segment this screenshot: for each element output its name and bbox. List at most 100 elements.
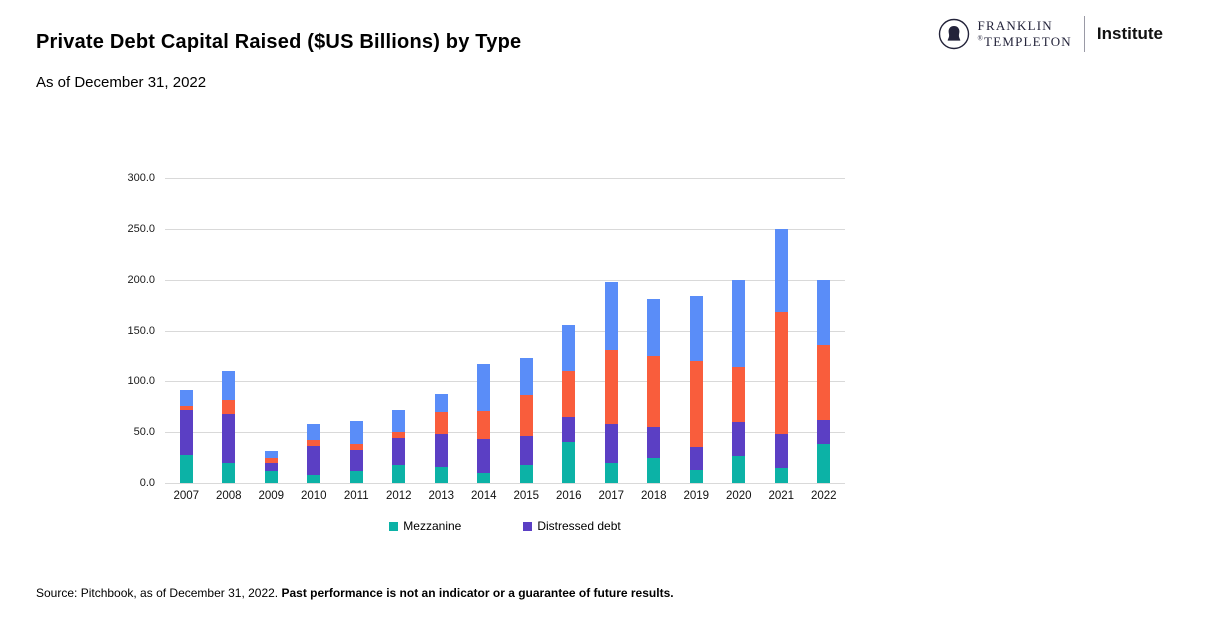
legend-item: Mezzanine [389, 519, 461, 533]
bar-column [293, 178, 336, 483]
legend-item: Distressed debt [523, 519, 621, 533]
bar-segment [264, 457, 278, 463]
bar-segment [222, 371, 236, 400]
bar-segment [604, 281, 618, 350]
stacked-bar-2007 [179, 389, 193, 483]
logo-divider [1083, 16, 1085, 52]
x-axis-label: 2022 [810, 490, 837, 502]
x-axis-label: 2010 [300, 490, 327, 502]
x-axis-label: 2017 [598, 490, 625, 502]
bar-segment [477, 364, 491, 411]
bar-segment [562, 371, 576, 417]
bar-segment [732, 422, 746, 456]
disclaimer-text: Past performance is not an indicator or … [281, 586, 674, 600]
legend-label: Mezzanine [403, 519, 462, 533]
bar-column [718, 178, 761, 483]
bar-segment [307, 424, 321, 441]
bar-segment [307, 446, 321, 475]
stacked-bar-2022 [817, 279, 831, 483]
bar-segment [307, 474, 321, 483]
bar-segment [519, 464, 533, 483]
bar-segment [222, 413, 236, 463]
bar-segment [392, 438, 406, 465]
stacked-bar-2008 [222, 371, 236, 483]
bar-segment [647, 427, 661, 458]
bar-segment [392, 432, 406, 439]
stacked-bar-2021 [774, 228, 788, 483]
bar-segment [434, 411, 448, 435]
legend-swatch [389, 521, 399, 531]
x-axis-label: 2007 [173, 490, 200, 502]
bar-segment [519, 357, 533, 395]
franklin-templeton-wordmark: FRANKLIN ®TEMPLETON [978, 18, 1072, 49]
gridline [165, 279, 845, 281]
y-axis-tick: 150.0 [127, 324, 155, 337]
x-axis: 2007 2008 2009 2010 2011 2012 2013 2014 2015 2016… [165, 490, 845, 502]
bar-segment [604, 349, 618, 425]
bar-segment [817, 419, 831, 445]
bar-segment [519, 436, 533, 465]
x-axis-label: 2015 [513, 490, 540, 502]
registered-mark: ® [977, 34, 985, 43]
x-axis-label: 2008 [215, 490, 242, 502]
bar-column [675, 178, 718, 483]
bar-segment [222, 462, 236, 483]
gridline [165, 381, 845, 383]
x-axis-label: 2011 [343, 490, 369, 502]
bar-segment [647, 355, 661, 428]
bars [165, 178, 845, 483]
bar-segment [434, 393, 448, 412]
bar-column [378, 178, 421, 483]
bar-segment [477, 410, 491, 440]
as-of-date: As of December 31, 2022 [36, 74, 207, 91]
y-axis-tick: 0.0 [139, 477, 155, 489]
bar-segment [732, 455, 746, 483]
bar-segment [817, 344, 831, 420]
institute-label: Institute [1096, 24, 1163, 43]
bar-segment [349, 450, 363, 471]
bar-segment [562, 442, 576, 483]
bar-segment [477, 439, 491, 473]
bar-segment [307, 440, 321, 447]
bar-segment [179, 389, 193, 406]
gridline [165, 432, 845, 434]
bar-segment [477, 472, 491, 483]
legend-swatch [523, 521, 533, 531]
bar-column [505, 178, 548, 483]
stacked-bar-2010 [307, 424, 321, 483]
gridline [165, 483, 845, 484]
bar-column [335, 178, 378, 483]
x-axis-label: 2021 [768, 490, 795, 502]
source-text: Source: Pitchbook, as of December 31, 20… [36, 586, 282, 600]
x-axis-label: 2019 [683, 490, 710, 502]
bar-segment [264, 462, 278, 471]
bar-segment [817, 444, 831, 483]
stacked-bar-2013 [434, 393, 448, 483]
legend-label: Distressed debt [537, 519, 621, 533]
bar-segment [689, 361, 703, 448]
franklin-templeton-logo: FRANKLIN ®TEMPLETON Institute [938, 16, 1163, 52]
bar-segment [179, 454, 193, 483]
y-axis-tick: 200.0 [127, 273, 155, 286]
y-axis-tick: 100.0 [127, 375, 155, 388]
x-axis-label: 2016 [555, 490, 582, 502]
stacked-bar-2011 [349, 421, 363, 483]
bar-segment [817, 279, 831, 345]
bar-segment [562, 325, 576, 372]
stacked-bar-2017 [604, 281, 618, 483]
stacked-bar-2015 [519, 357, 533, 483]
bar-segment [392, 464, 406, 483]
bar-column [760, 178, 803, 483]
y-axis-tick: 250.0 [127, 222, 155, 235]
x-axis-label: 2020 [725, 490, 752, 502]
bar-column [633, 178, 676, 483]
x-axis-label: 2012 [385, 490, 412, 502]
bar-segment [179, 409, 193, 455]
bar-segment [647, 457, 661, 483]
bar-segment [519, 394, 533, 437]
bar-segment [774, 434, 788, 468]
gridline [165, 330, 845, 332]
bar-segment [349, 470, 363, 483]
bar-column [165, 178, 208, 483]
bar-segment [604, 462, 618, 483]
